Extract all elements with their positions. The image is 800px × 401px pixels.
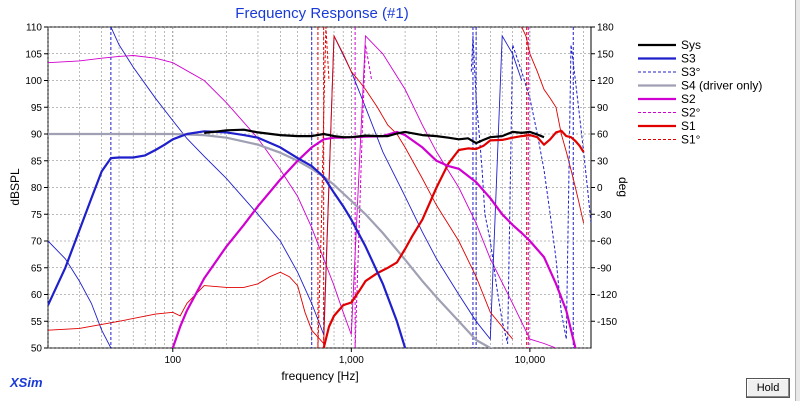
series-line-s3- (470, 35, 591, 344)
y2-tick-label: -120 (597, 290, 617, 301)
y-tick-label: 95 (31, 103, 43, 114)
series-line-s2- (354, 44, 373, 348)
y-tick-label: 100 (25, 76, 42, 87)
x-axis-ticks: 100 1,000 10,000 (164, 348, 546, 366)
y2-tick-label: 150 (597, 49, 614, 60)
y-tick-label: 65 (31, 263, 43, 274)
y2-tick-label: -60 (597, 237, 612, 248)
marker-lines (110, 27, 574, 348)
y-tick-label: 75 (31, 210, 43, 221)
y-tick-label: 80 (31, 183, 43, 194)
plot-area (47, 26, 592, 349)
y2-axis-ticks: -150 -120 -90 -60 -30 0 30 60 90 120 150 180 (591, 23, 617, 328)
legend-label: S1° (681, 133, 701, 147)
y2-tick-label: 60 (597, 130, 609, 141)
series-line-s2 (171, 130, 577, 348)
legend-label: S1 (681, 119, 696, 133)
phase-trace (48, 34, 557, 348)
y2-tick-label: 120 (597, 76, 614, 87)
series-line-s1 (322, 129, 585, 348)
y-tick-label: 85 (31, 156, 43, 167)
window-edge (795, 0, 800, 401)
y-tick-label: 50 (31, 344, 43, 355)
hold-button[interactable]: Hold (746, 378, 790, 398)
y-tick-label: 105 (25, 49, 42, 60)
x-tick-label: 10,000 (515, 355, 546, 366)
y-tick-label: 55 (31, 317, 43, 328)
y-tick-label: 90 (31, 130, 43, 141)
y-axis-label: dBSPL (8, 168, 22, 206)
series-line-sys (204, 128, 545, 145)
grid (47, 26, 591, 349)
x-axis-label: frequency [Hz] (281, 369, 358, 383)
y-axis-ticks: 50 55 60 65 70 75 80 85 90 95 100 105 110 (25, 23, 48, 355)
y2-tick-label: -150 (597, 317, 617, 328)
legend-label: S2 (681, 92, 696, 106)
phase-trace (48, 34, 513, 345)
y-tick-label: 60 (31, 290, 43, 301)
y2-tick-label: 90 (597, 103, 609, 114)
y-tick-label: 110 (26, 23, 42, 34)
y2-tick-label: -30 (597, 210, 612, 221)
phase-trace (48, 240, 112, 348)
legend-label: S4 (driver only) (681, 79, 762, 93)
y2-axis-label: deg (616, 177, 630, 197)
y-tick-label: 70 (31, 237, 43, 248)
legend-label: S2° (681, 106, 701, 120)
series-line-s1- (317, 27, 330, 348)
y2-tick-label: 0 (597, 183, 603, 194)
y2-tick-label: 180 (597, 23, 614, 34)
phase-trace (521, 27, 585, 224)
y2-tick-label: -90 (597, 263, 612, 274)
legend-label: Sys (681, 38, 701, 52)
x-tick-label: 100 (164, 355, 181, 366)
chart-title: Frequency Response (#1) (235, 5, 408, 22)
y2-tick-label: 30 (597, 156, 609, 167)
legend-label: S3 (681, 52, 696, 66)
legend-label: S3° (681, 65, 701, 79)
series-lines (48, 27, 591, 348)
xsim-logo: XSim (10, 375, 43, 390)
series-line-s4-driver-only- (48, 132, 493, 348)
x-tick-label: 1,000 (339, 355, 364, 366)
